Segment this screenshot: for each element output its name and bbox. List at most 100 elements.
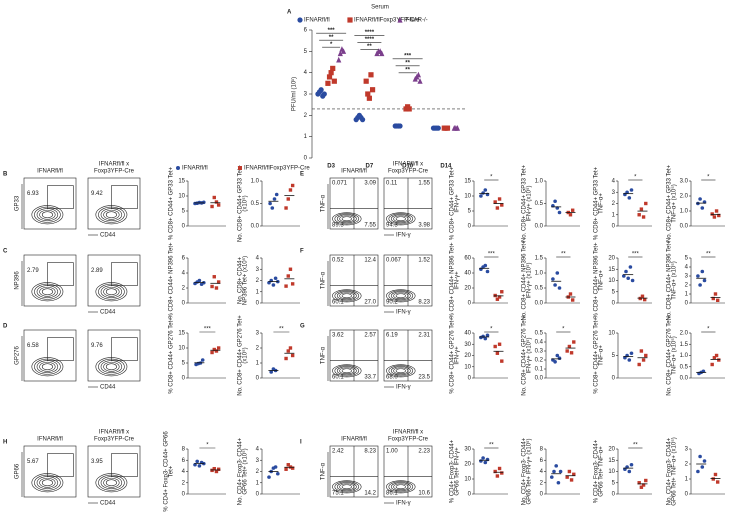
- y-tick-label: 0: [304, 156, 308, 162]
- y-axis-label: IFN-γ+: [455, 271, 461, 290]
- y-tick-label: 6: [182, 458, 186, 464]
- y-axis-label: % CD8+ CD44+ GP276 Tet+: [169, 317, 175, 394]
- point: [268, 201, 272, 206]
- y-tick-label: 8: [182, 447, 186, 453]
- y-tick-label: 2: [256, 278, 260, 284]
- y-tick-label: 0.0: [535, 224, 544, 230]
- quadrant-value: 1.52: [418, 258, 430, 264]
- y-tick-label: 1.0: [535, 179, 544, 185]
- point: [274, 192, 279, 197]
- y-tick-label: 0: [612, 376, 616, 382]
- y-axis-label: GP276: [15, 346, 21, 365]
- point: [365, 91, 371, 97]
- y-tick-label: 60: [464, 256, 471, 262]
- contour: [36, 476, 59, 490]
- y-tick-label: 0: [685, 492, 689, 498]
- point: [629, 188, 634, 192]
- y-tick-label: 0.0: [535, 376, 544, 382]
- y-tick-label: 15: [464, 179, 471, 185]
- quadrant-value: 2.42: [332, 449, 344, 455]
- sig-label: **: [279, 327, 284, 333]
- sig-label: **: [405, 67, 410, 73]
- point: [483, 263, 488, 268]
- quadrant-value: 27.0: [364, 300, 376, 306]
- x-axis-label: IFN-γ: [396, 310, 411, 316]
- y-tick-label: 20: [608, 256, 615, 262]
- point: [565, 349, 569, 353]
- point: [627, 196, 632, 200]
- point: [500, 359, 504, 363]
- point: [640, 294, 645, 298]
- point: [214, 469, 219, 474]
- point: [328, 70, 334, 76]
- x-axis-label: CD44: [100, 233, 116, 239]
- y-tick-label: 0: [685, 301, 689, 307]
- point: [714, 353, 719, 358]
- contour: [105, 211, 117, 219]
- quadrant-value: 68.0: [386, 375, 398, 381]
- contour: [41, 363, 53, 371]
- point: [642, 297, 647, 302]
- point: [363, 78, 369, 84]
- column-title: IFNARfl/fl x: [393, 162, 423, 168]
- y-axis-label: % CD8+ CD44+ NP396 Tet+: [450, 242, 456, 319]
- contour: [386, 289, 416, 303]
- y-axis-label: No. CD4+ Foxp3- CD44+: [522, 437, 528, 505]
- point: [326, 74, 333, 80]
- column-title: IFNARfl/fl x: [99, 162, 129, 168]
- y-tick-label: 10: [608, 331, 615, 337]
- point: [481, 456, 485, 460]
- contour: [41, 479, 53, 487]
- gate: [47, 262, 74, 286]
- quadrant-value: 6.19: [386, 333, 398, 339]
- point: [696, 469, 700, 474]
- contour: [388, 365, 414, 377]
- point: [272, 197, 277, 201]
- contour: [395, 484, 406, 490]
- y-axis-label: No. CD8+ CD44+ GP33 Tet+: [522, 164, 528, 242]
- quadrant-value: 75.1: [332, 491, 344, 497]
- point: [276, 471, 280, 476]
- panel-letter: E: [300, 172, 304, 178]
- point: [713, 472, 718, 477]
- y-tick-label: 4: [256, 447, 260, 453]
- y-tick-label: 0.4: [535, 340, 544, 346]
- contour: [39, 477, 56, 488]
- y-tick-label: 0.0: [535, 301, 544, 307]
- contour: [334, 290, 360, 302]
- column-title: IFNARfl/fl: [341, 437, 367, 443]
- y-axis-label: GP33: [15, 195, 21, 211]
- chart-title: Serum: [371, 5, 389, 11]
- point: [212, 195, 216, 200]
- point: [552, 469, 556, 474]
- x-tick-label: D10: [402, 164, 414, 170]
- y-axis-label: NP396: [15, 271, 21, 290]
- contour: [336, 291, 357, 301]
- point: [639, 207, 644, 211]
- contour: [395, 368, 406, 374]
- y-axis-label: IFN-γ+ (x10⁵): [526, 263, 533, 299]
- contour: [386, 212, 416, 226]
- point: [273, 465, 278, 469]
- contour: [388, 213, 414, 225]
- sig-label: ****: [365, 37, 375, 43]
- y-axis-label: TNF-α+ (x10⁵): [671, 184, 678, 222]
- y-tick-label: 6: [304, 28, 308, 34]
- contour: [334, 481, 360, 493]
- sig-label: ***: [328, 28, 336, 34]
- y-tick-label: 0: [256, 376, 260, 382]
- point: [197, 278, 202, 283]
- y-tick-label: 2: [256, 469, 260, 475]
- y-axis-label: No. CD8+ CD44+ GP276 Tet+: [238, 315, 244, 396]
- panel-letter: G: [300, 324, 305, 330]
- point: [347, 17, 353, 23]
- legend-label: IFNARfl/flFoxp3YFP-Cre: [354, 18, 420, 24]
- column-title: Foxp3YFP-Cre: [94, 437, 135, 443]
- point: [483, 188, 488, 192]
- point: [479, 459, 483, 463]
- contour: [100, 360, 123, 374]
- sig-label: *: [634, 175, 637, 181]
- point: [713, 292, 718, 296]
- point: [553, 360, 557, 364]
- gate: [111, 262, 138, 286]
